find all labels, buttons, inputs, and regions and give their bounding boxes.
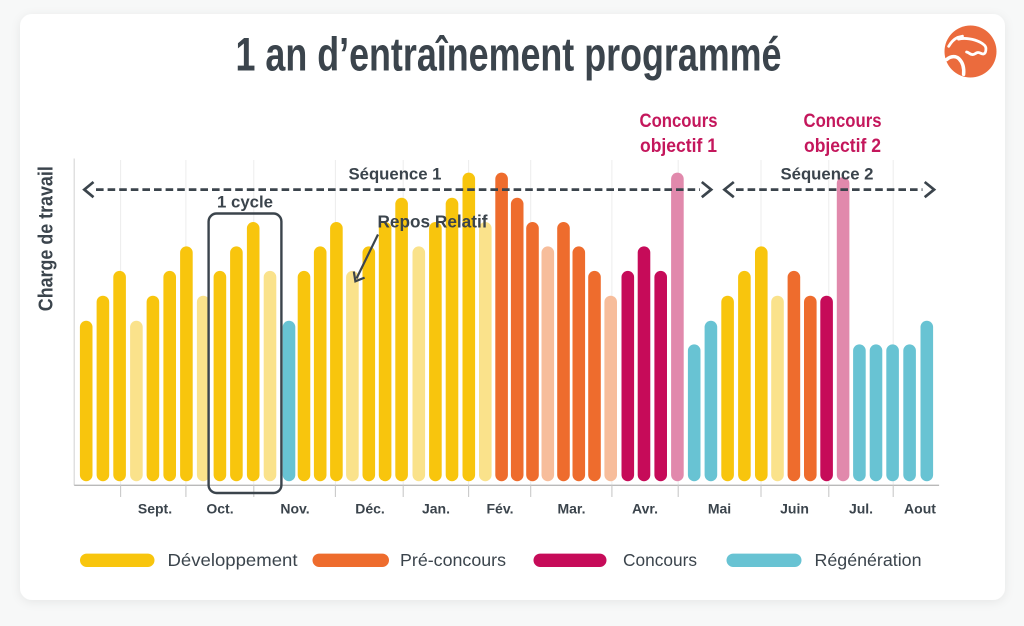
svg-text:Concours: Concours [640,110,718,132]
svg-text:Mai: Mai [708,501,731,517]
svg-text:Développement: Développement [168,550,298,570]
svg-text:Sept.: Sept. [138,501,172,517]
svg-text:1 cycle: 1 cycle [217,194,273,212]
svg-text:Nov.: Nov. [280,501,309,517]
svg-text:1 an d’entraînement programmé: 1 an d’entraînement programmé [236,28,782,81]
svg-text:Repos Relatif: Repos Relatif [378,212,488,232]
svg-text:objectif 2: objectif 2 [804,135,881,157]
svg-text:Jan.: Jan. [422,501,450,517]
svg-text:Jul.: Jul. [849,501,873,517]
svg-text:Concours: Concours [804,110,882,132]
svg-text:Fév.: Fév. [487,501,514,517]
svg-text:Oct.: Oct. [206,501,233,517]
svg-text:Mar.: Mar. [557,501,585,517]
svg-text:Concours: Concours [623,550,697,570]
svg-text:Avr.: Avr. [632,501,658,517]
svg-text:Régénération: Régénération [815,550,922,570]
svg-text:Pré-concours: Pré-concours [400,550,506,570]
svg-text:Déc.: Déc. [355,501,385,517]
svg-text:Juin: Juin [780,501,809,517]
svg-text:objectif 1: objectif 1 [640,135,717,157]
svg-text:Charge de travail: Charge de travail [36,166,58,311]
svg-text:Aout: Aout [904,501,936,517]
svg-text:Séquence 1: Séquence 1 [349,166,442,184]
svg-text:Séquence 2: Séquence 2 [781,166,874,184]
